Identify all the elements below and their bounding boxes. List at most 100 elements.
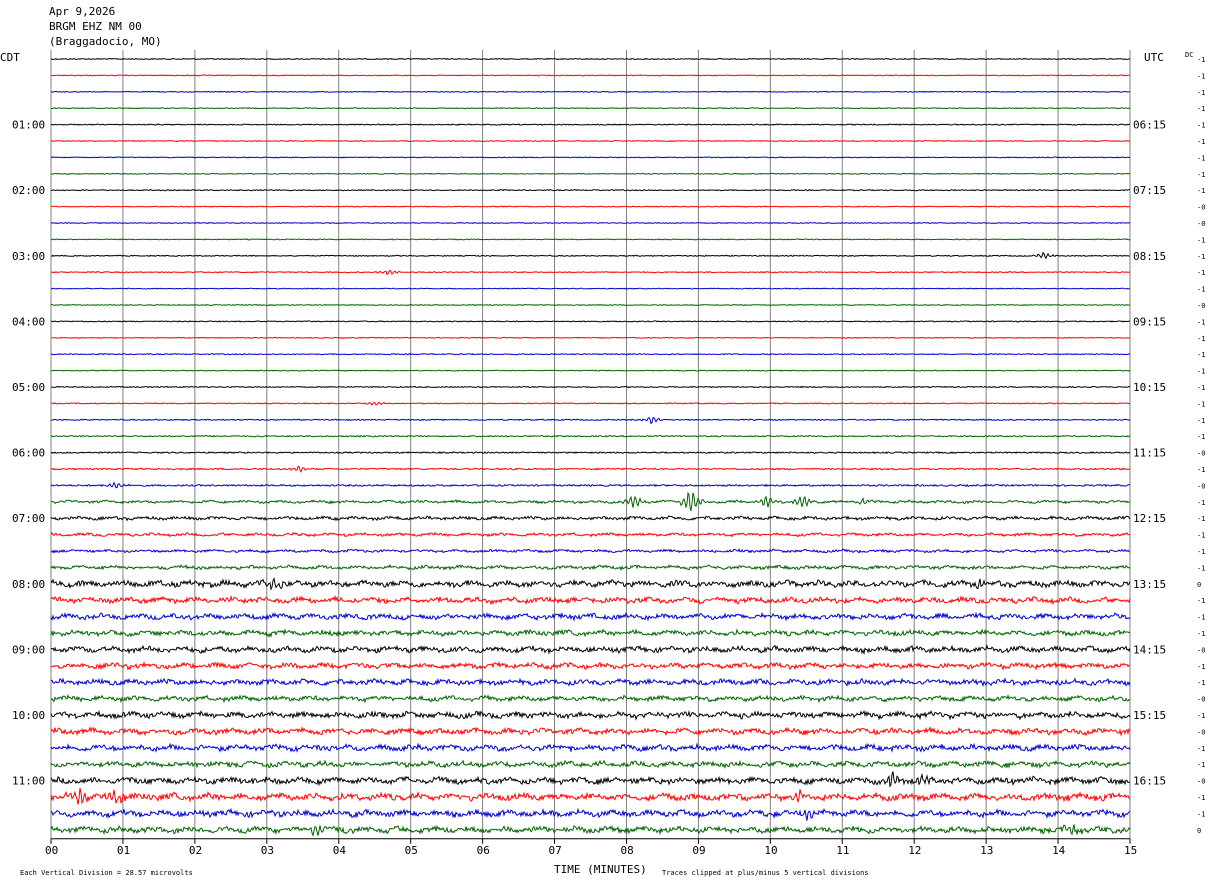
header-station: BRGM EHZ NM 00 [49,20,142,33]
dc-offset-value: -0 [1197,482,1205,490]
seismic-trace [50,628,1131,638]
x-axis-title: TIME (MINUTES) [554,863,647,876]
x-tick-label: 14 [1052,844,1066,857]
dc-offset-value: -1 [1197,286,1205,294]
seismic-trace [50,807,1131,821]
seismic-trace [50,336,1131,339]
right-hour-label: 11:15 [1133,447,1166,460]
left-hour-label: 04:00 [12,315,45,328]
right-hour-label: 12:15 [1133,512,1166,525]
x-tick-label: 12 [908,844,921,857]
seismic-trace [50,576,1131,591]
x-tick-label: 05 [405,844,418,857]
seismic-trace [50,287,1131,290]
dc-offset-value: -1 [1197,532,1205,540]
dc-offset-value: -0 [1197,728,1205,736]
seismic-trace [50,709,1131,721]
seismic-trace [50,221,1131,225]
seismic-trace [50,139,1131,143]
seismic-trace [50,693,1131,704]
dc-offset-value: -1 [1197,122,1205,130]
dc-offset-value: -0 [1197,450,1205,458]
seismic-trace [50,726,1131,737]
x-tick-label: 02 [189,844,202,857]
seismic-trace [50,824,1131,837]
seismic-trace [50,57,1131,61]
right-hour-label: 07:15 [1133,184,1166,197]
seismic-trace [50,531,1131,538]
left-hour-label: 09:00 [12,643,45,656]
dc-offset-value: -0 [1197,302,1205,310]
seismic-trace [50,465,1131,473]
dc-offset-value: -1 [1197,466,1205,474]
header-date: Apr 9,2026 [49,5,115,18]
dc-offset-value: -1 [1197,72,1205,80]
seismic-trace [50,434,1131,438]
x-tick-label: 08 [620,844,633,857]
dc-offset-value: -1 [1197,384,1205,392]
x-tick-label: 07 [549,844,562,857]
right-hour-labels: 06:15 07:15 08:15 09:15 10:15 11:15 12:15 13:15… [1133,119,1166,788]
dc-offset-value: -0 [1197,204,1205,212]
dc-offset-value: -1 [1197,269,1205,277]
dc-offset-value: -1 [1197,761,1205,769]
seismic-trace [50,563,1131,572]
dc-offset-value: -1 [1197,187,1205,195]
scale-note: Each Vertical Division = 28.57 microvolt… [20,869,193,877]
right-hour-label: 10:15 [1133,381,1166,394]
dc-offset-value: -1 [1197,548,1205,556]
x-tick-label: 04 [333,844,347,857]
x-tick-label: 13 [980,844,993,857]
dc-offset-value: -1 [1197,515,1205,523]
right-hour-label: 16:15 [1133,775,1166,788]
seismic-trace [50,481,1131,489]
seismic-trace [50,156,1131,159]
grid-lines [50,50,1131,840]
left-hour-label: 03:00 [12,250,45,263]
dc-offset-value: -1 [1197,253,1205,261]
x-tick-label: 01 [117,844,130,857]
seismic-trace [50,353,1131,356]
dc-offset-value: -1 [1197,679,1205,687]
dc-offset-value: -1 [1197,564,1205,572]
dc-offset-value: -0 [1197,696,1205,704]
dc-offset-value: -1 [1197,154,1205,162]
seismic-trace [50,594,1131,606]
left-hour-label: 07:00 [12,512,45,525]
seismic-trace [50,107,1131,110]
right-hour-label: 09:15 [1133,315,1166,328]
dc-offset-value: -1 [1197,417,1205,425]
seismic-trace [50,251,1131,260]
dc-offset-value: -1 [1197,236,1205,244]
left-hour-label: 08:00 [12,578,45,591]
left-hour-label: 01:00 [12,119,45,132]
dc-offset-value: -1 [1197,318,1205,326]
seismic-trace [50,787,1131,805]
seismic-trace [50,238,1131,241]
seismic-trace [50,205,1131,208]
seismic-trace [50,771,1131,788]
dc-offset-value: -1 [1197,351,1205,359]
seismic-trace [50,759,1131,770]
right-hour-label: 14:15 [1133,643,1166,656]
x-tick-label: 11 [836,844,849,857]
clip-note: Traces clipped at plus/minus 5 vertical … [662,869,869,877]
header: Apr 9,2026 BRGM EHZ NM 00 (Braggadocio, … [49,5,162,48]
dc-offset-value: 0 [1197,581,1201,589]
dc-offset-value: -0 [1197,778,1205,786]
left-hour-label: 05:00 [12,381,45,394]
seismic-trace [51,74,1131,77]
right-hour-label: 06:15 [1133,119,1166,132]
seismic-trace [50,644,1131,656]
seismic-trace [51,303,1131,307]
dc-offset-value: -1 [1197,171,1205,179]
dc-offset-value: -1 [1197,335,1205,343]
x-tick-label: 00 [45,844,58,857]
right-hour-label: 13:15 [1133,578,1166,591]
seismic-trace [50,491,1130,511]
seismic-trace [50,677,1131,687]
seismic-trace [50,548,1131,554]
dc-offset-value: -1 [1197,745,1205,753]
seismic-trace [50,451,1131,454]
